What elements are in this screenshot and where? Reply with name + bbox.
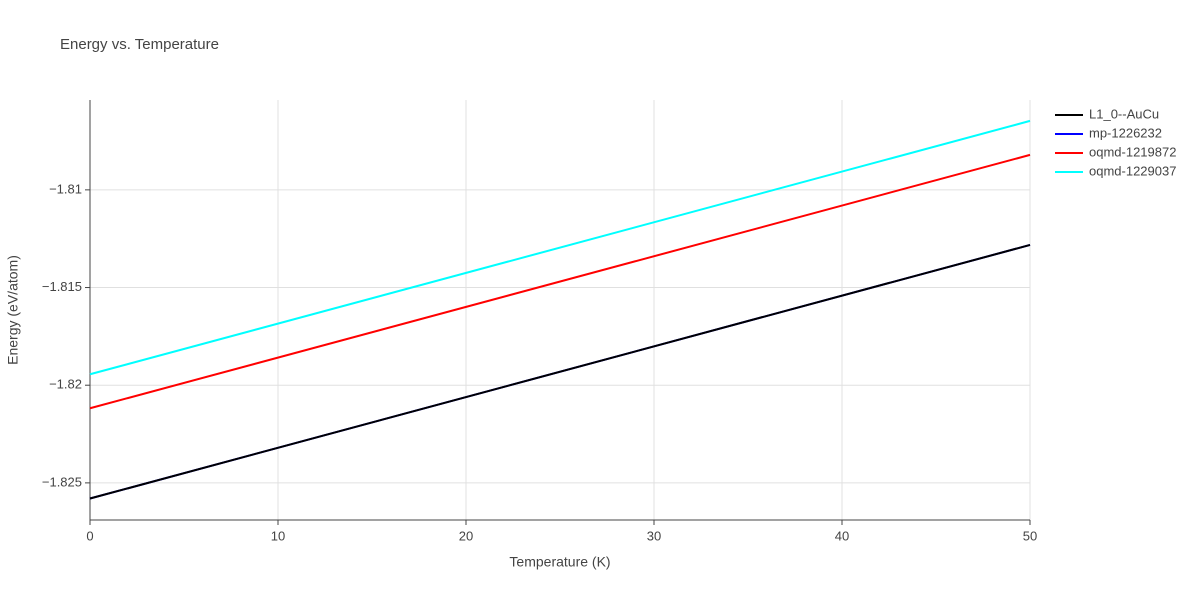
series-line <box>89 243 1031 500</box>
series-line <box>89 153 1031 410</box>
legend-label: oqmd-1219872 <box>1089 144 1176 159</box>
x-tick-label: 30 <box>647 528 661 543</box>
x-tick-label: 0 <box>86 528 93 543</box>
x-tick-label: 10 <box>271 528 285 543</box>
y-tick-label: −1.81 <box>49 181 82 196</box>
x-tick-label: 40 <box>835 528 849 543</box>
x-axis-label: Temperature (K) <box>509 554 610 570</box>
legend-label: mp-1226232 <box>1089 125 1162 140</box>
legend-label: L1_0--AuCu <box>1089 106 1159 121</box>
chart-title: Energy vs. Temperature <box>60 36 219 53</box>
series-line <box>89 119 1031 376</box>
y-tick-label: −1.82 <box>49 377 82 392</box>
x-tick-label: 50 <box>1023 528 1037 543</box>
x-tick-label: 20 <box>459 528 473 543</box>
y-axis-label: Energy (eV/atom) <box>5 255 21 365</box>
y-tick-label: −1.825 <box>42 474 82 489</box>
legend-label: oqmd-1229037 <box>1089 163 1176 178</box>
y-tick-label: −1.815 <box>42 279 82 294</box>
